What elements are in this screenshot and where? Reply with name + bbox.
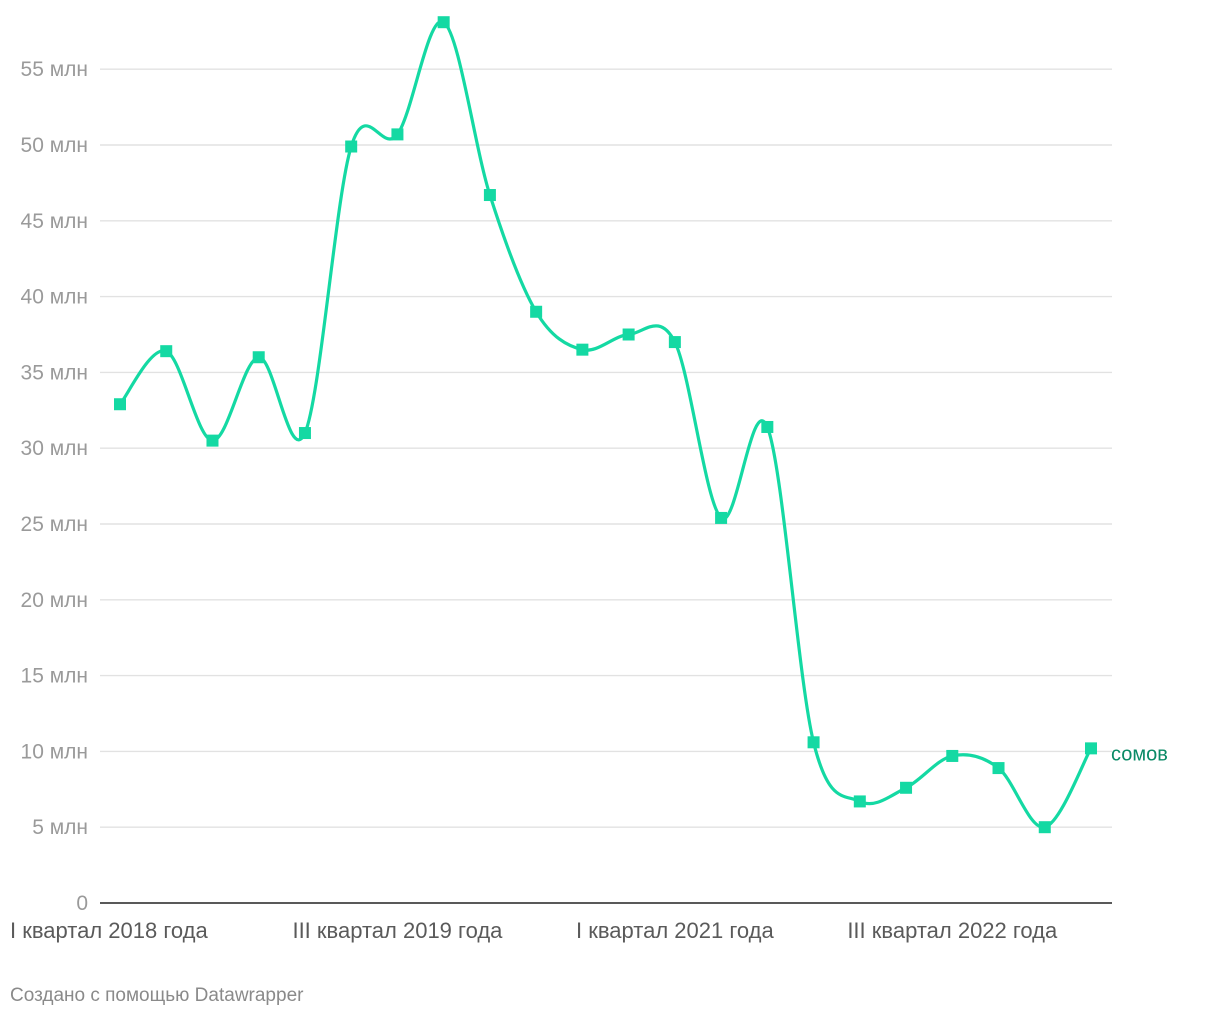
data-point-marker (206, 434, 219, 447)
y-tick-label: 50 млн (21, 134, 88, 157)
x-tick-label: III квартал 2019 года (292, 918, 503, 943)
series-label: сомов (1111, 743, 1168, 765)
y-tick-label: 0 (76, 892, 88, 915)
data-point-marker (992, 762, 1005, 775)
data-point-marker (807, 736, 820, 749)
y-tick-label: 30 млн (21, 437, 88, 460)
y-tick-label: 15 млн (21, 665, 88, 688)
data-point-marker (622, 328, 635, 341)
data-point-marker (576, 343, 589, 356)
y-tick-label: 25 млн (21, 513, 88, 536)
data-point-marker (946, 749, 959, 762)
data-point-marker (391, 128, 404, 141)
data-point-marker (160, 345, 173, 358)
line-chart: 0 5 млн 10 млн 15 млн 20 млн 25 млн 30 млн 35 м… (10, 16, 1168, 943)
gridlines (100, 68, 1112, 828)
data-point-markers (114, 16, 1097, 834)
data-point-marker (483, 189, 496, 202)
data-point-marker (298, 427, 311, 440)
y-tick-label: 10 млн (21, 740, 88, 763)
data-point-marker (668, 336, 681, 349)
data-point-marker (761, 420, 774, 433)
series-line (118, 20, 1093, 829)
y-tick-label: 40 млн (21, 286, 88, 309)
x-tick-label: I квартал 2018 года (10, 918, 208, 943)
data-point-marker (853, 795, 866, 808)
data-point-marker (530, 305, 543, 318)
data-point-marker (345, 140, 358, 153)
data-point-marker (1038, 821, 1051, 834)
data-point-marker (715, 511, 728, 524)
x-tick-label: III квартал 2022 года (847, 918, 1058, 943)
x-tick-label: I квартал 2021 года (576, 918, 774, 943)
y-axis-tick-labels: 0 5 млн 10 млн 15 млн 20 млн 25 млн 30 млн 35 м… (21, 58, 88, 915)
footer-credit: Создано с помощью Datawrapper (10, 985, 304, 1006)
y-tick-label: 55 млн (21, 58, 88, 81)
data-point-marker (900, 781, 913, 794)
y-tick-label: 35 млн (21, 361, 88, 384)
data-point-marker (437, 16, 450, 29)
data-point-marker (1085, 742, 1097, 755)
data-point-marker (252, 351, 265, 364)
x-axis-tick-labels: I квартал 2018 года III квартал 2019 года… (10, 918, 1058, 943)
y-tick-label: 20 млн (21, 589, 88, 612)
y-tick-label: 5 млн (32, 816, 88, 839)
data-point-marker (114, 398, 126, 411)
y-tick-label: 45 млн (21, 210, 88, 233)
